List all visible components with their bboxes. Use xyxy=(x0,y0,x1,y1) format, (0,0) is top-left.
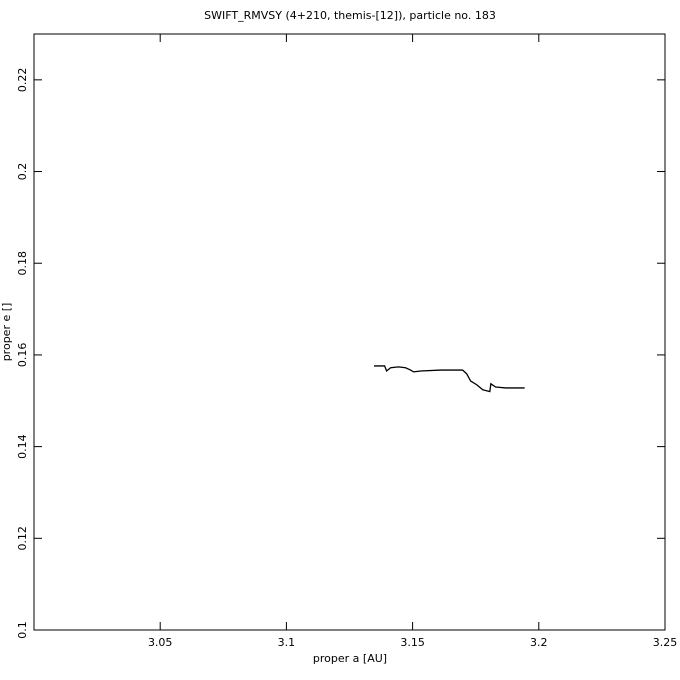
x-tick-label: 3.2 xyxy=(530,636,548,649)
x-tick-label: 3.05 xyxy=(148,636,173,649)
y-tick-label: 0.1 xyxy=(16,621,29,639)
trajectory-line xyxy=(373,365,525,393)
x-tick-label: 3.25 xyxy=(653,636,678,649)
y-tick-label: 0.2 xyxy=(16,163,29,181)
y-axis-label: proper e [] xyxy=(0,303,13,362)
plot-frame xyxy=(33,33,666,631)
x-tick-label: 3.15 xyxy=(400,636,425,649)
y-tick-label: 0.14 xyxy=(16,434,29,459)
x-tick-label: 3.1 xyxy=(278,636,296,649)
y-tick-label: 0.12 xyxy=(16,526,29,551)
y-tick-label: 0.18 xyxy=(16,251,29,276)
chart-title: SWIFT_RMVSY (4+210, themis-[12]), partic… xyxy=(204,9,496,22)
y-tick-label: 0.16 xyxy=(16,343,29,368)
y-tick-label: 0.22 xyxy=(16,68,29,93)
x-axis-label: proper a [AU] xyxy=(313,652,387,665)
